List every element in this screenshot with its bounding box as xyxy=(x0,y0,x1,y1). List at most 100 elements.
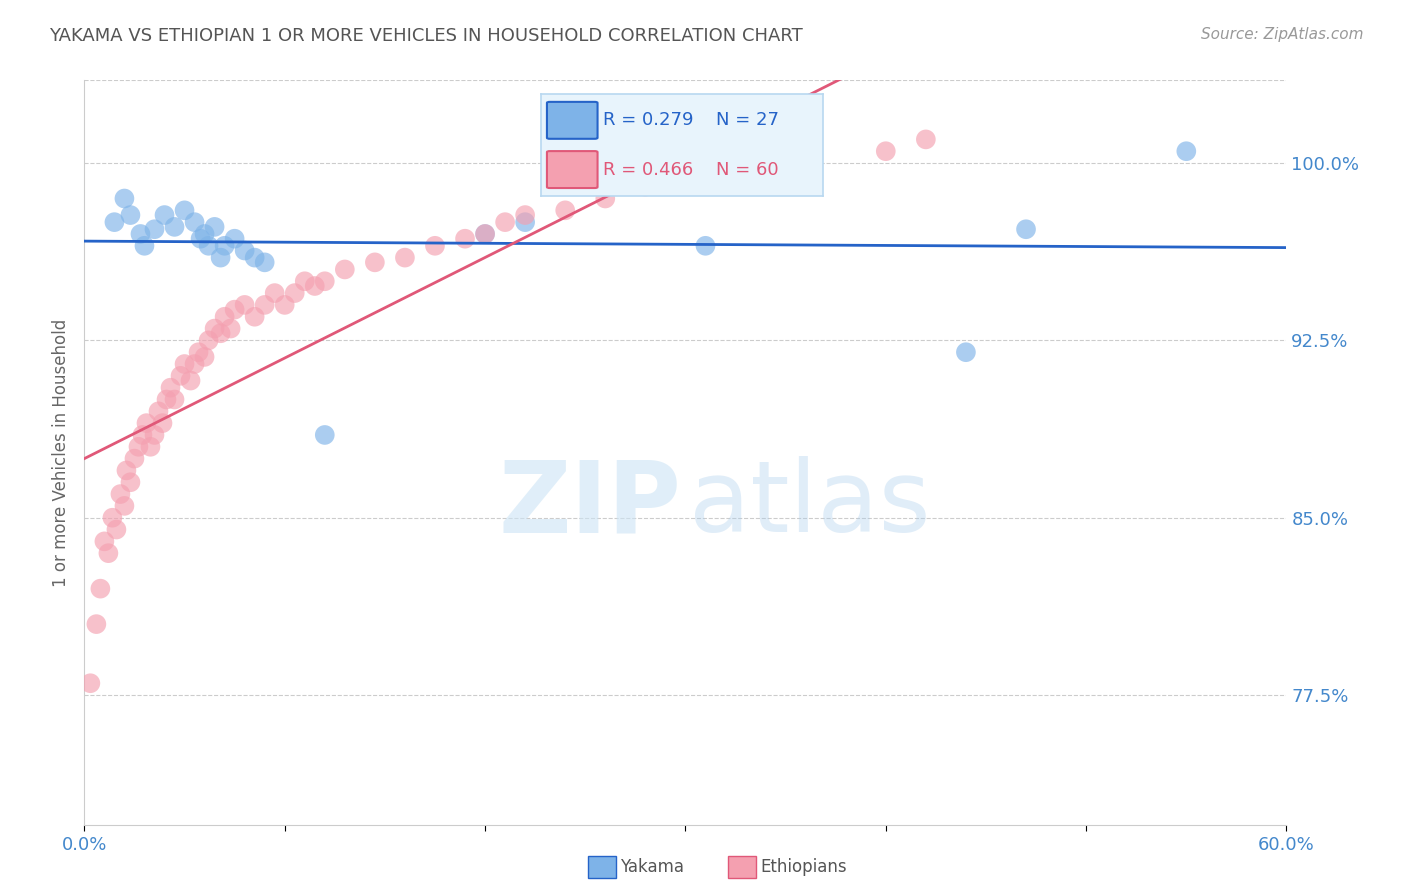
Point xyxy=(89,582,111,596)
Point xyxy=(134,239,156,253)
Point xyxy=(664,175,686,189)
Point xyxy=(474,227,496,241)
Point xyxy=(105,523,128,537)
Point xyxy=(214,310,236,324)
Text: YAKAMA VS ETHIOPIAN 1 OR MORE VEHICLES IN HOUSEHOLD CORRELATION CHART: YAKAMA VS ETHIOPIAN 1 OR MORE VEHICLES I… xyxy=(49,27,803,45)
Point xyxy=(204,321,226,335)
Point xyxy=(219,321,242,335)
Point xyxy=(135,416,157,430)
Point xyxy=(955,345,977,359)
FancyBboxPatch shape xyxy=(547,151,598,188)
Point xyxy=(314,428,336,442)
Point xyxy=(103,215,125,229)
Point xyxy=(304,279,326,293)
Point xyxy=(233,244,256,258)
Point xyxy=(233,298,256,312)
Point xyxy=(79,676,101,690)
Point xyxy=(143,428,166,442)
Point xyxy=(274,298,297,312)
Point xyxy=(124,451,146,466)
Point xyxy=(314,274,336,288)
Point xyxy=(634,179,657,194)
Point xyxy=(194,227,217,241)
Point xyxy=(110,487,132,501)
Point xyxy=(163,392,186,407)
Point xyxy=(197,239,219,253)
Point xyxy=(129,227,152,241)
Point xyxy=(284,286,307,301)
Point xyxy=(794,151,817,165)
Text: Ethiopians: Ethiopians xyxy=(761,858,848,876)
Point xyxy=(209,251,232,265)
Point xyxy=(153,208,176,222)
Point xyxy=(93,534,115,549)
Point xyxy=(143,222,166,236)
Point xyxy=(494,215,516,229)
Y-axis label: 1 or more Vehicles in Household: 1 or more Vehicles in Household xyxy=(52,318,70,587)
Point xyxy=(86,617,108,632)
Text: ZIP: ZIP xyxy=(499,457,682,553)
Text: R = 0.466: R = 0.466 xyxy=(603,161,693,178)
Point xyxy=(734,156,756,170)
Point xyxy=(163,219,186,234)
FancyBboxPatch shape xyxy=(547,102,598,139)
Point xyxy=(139,440,162,454)
Point xyxy=(243,310,266,324)
Point xyxy=(204,219,226,234)
Point xyxy=(101,510,124,524)
Point xyxy=(152,416,174,430)
Point xyxy=(114,192,135,206)
Point xyxy=(224,232,246,246)
Point xyxy=(173,357,195,371)
Text: Source: ZipAtlas.com: Source: ZipAtlas.com xyxy=(1201,27,1364,42)
Point xyxy=(131,428,153,442)
Point xyxy=(515,208,537,222)
Point xyxy=(197,334,219,348)
Point xyxy=(97,546,120,560)
Point xyxy=(114,499,135,513)
Point xyxy=(120,208,142,222)
Point xyxy=(173,203,195,218)
Point xyxy=(183,215,205,229)
Point xyxy=(364,255,387,269)
Point xyxy=(127,440,149,454)
Point xyxy=(695,168,717,182)
Text: atlas: atlas xyxy=(689,457,931,553)
Point xyxy=(183,357,205,371)
Text: N = 60: N = 60 xyxy=(716,161,779,178)
Point xyxy=(209,326,232,341)
Point xyxy=(194,350,217,364)
Point xyxy=(1015,222,1038,236)
Point xyxy=(148,404,170,418)
Point xyxy=(190,232,212,246)
Point xyxy=(263,286,285,301)
Text: R = 0.279: R = 0.279 xyxy=(603,112,693,129)
Text: Yakama: Yakama xyxy=(620,858,685,876)
Point xyxy=(187,345,209,359)
Point xyxy=(1175,145,1198,159)
Point xyxy=(333,262,356,277)
Point xyxy=(394,251,416,265)
Point xyxy=(423,239,446,253)
Point xyxy=(515,215,537,229)
Point xyxy=(243,251,266,265)
Point xyxy=(294,274,316,288)
Point xyxy=(253,298,276,312)
Point xyxy=(915,132,938,146)
Point xyxy=(454,232,477,246)
Point xyxy=(253,255,276,269)
Point xyxy=(120,475,142,490)
Point xyxy=(155,392,177,407)
Point xyxy=(695,239,717,253)
Point xyxy=(224,302,246,317)
Point xyxy=(115,463,138,477)
Point xyxy=(214,239,236,253)
Text: N = 27: N = 27 xyxy=(716,112,779,129)
Point xyxy=(875,145,897,159)
Point xyxy=(180,374,202,388)
Point xyxy=(595,192,617,206)
Point xyxy=(159,381,181,395)
Point xyxy=(169,368,191,383)
Point xyxy=(554,203,576,218)
Point xyxy=(474,227,496,241)
